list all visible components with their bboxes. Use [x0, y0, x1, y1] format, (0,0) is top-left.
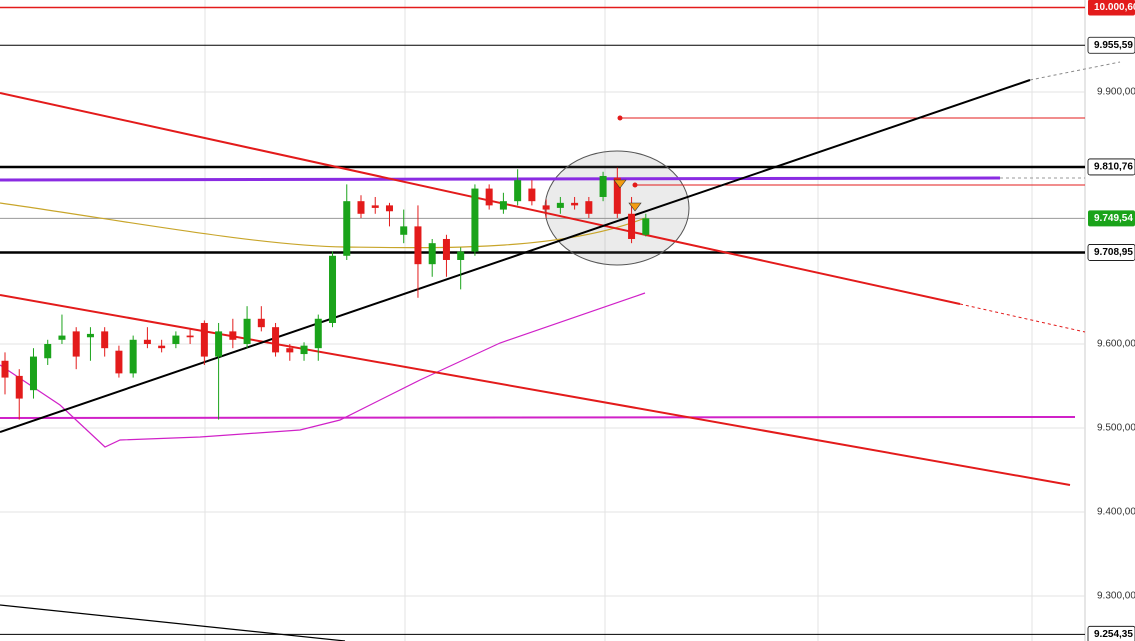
candle-body [613, 177, 621, 214]
y-tick-label: 9.300,00 [1097, 591, 1135, 602]
candle-body [400, 226, 408, 235]
candle-body [499, 201, 507, 210]
candle-body [628, 213, 636, 239]
candle-body [86, 333, 94, 338]
y-tick-label: 9.900,00 [1097, 87, 1135, 98]
candle-body [129, 339, 137, 374]
candle-body [329, 255, 337, 323]
candle-body [58, 335, 66, 340]
candle-body [471, 188, 479, 252]
grid [0, 91, 1085, 597]
price-label: 9.749,54 [1094, 213, 1133, 224]
candle-body [158, 345, 166, 349]
price-label: 9.708,95 [1094, 247, 1133, 258]
candle-body [457, 251, 465, 260]
candle-body [571, 202, 579, 206]
axis-labels: 9.300,00 9.400,00 9.500,00 9.600,00 9.900,00… [1087, 0, 1135, 641]
candles [1, 167, 650, 420]
candle-body [442, 238, 450, 260]
y-tick-label: 9.400,00 [1097, 507, 1135, 518]
candle-body [371, 205, 379, 208]
candle-body [542, 205, 550, 210]
candle-body [143, 339, 151, 344]
candle-body [300, 345, 308, 355]
price-label-box [1087, 36, 1135, 54]
candle-body [642, 218, 650, 235]
candle-body [215, 331, 223, 357]
candle-body [528, 188, 536, 202]
price-label-box [1088, 210, 1135, 227]
price-label: 9.810,76 [1094, 162, 1133, 173]
candle-body [385, 205, 393, 212]
candle-body [585, 201, 593, 214]
price-lines [0, 6, 1085, 635]
candle-body [357, 201, 365, 214]
candle-body [229, 331, 237, 340]
candle-body [485, 188, 493, 206]
price-label: 10.000,60 [1094, 2, 1135, 13]
candle-body [286, 348, 294, 353]
candle-body [257, 318, 265, 328]
candle-body [44, 343, 52, 359]
price-label-box [1087, 625, 1135, 641]
candle-body [428, 243, 436, 265]
candle-body [172, 335, 180, 344]
candle-body [115, 350, 123, 374]
price-label: 9.254,35 [1094, 629, 1133, 640]
candle-body [314, 318, 322, 349]
price-label: 9.955,59 [1094, 40, 1133, 51]
candle-body [15, 375, 23, 399]
candle-body [29, 356, 37, 391]
y-tick-label: 9.600,00 [1097, 339, 1135, 350]
candle-body [1, 360, 9, 378]
price-label-box [1087, 158, 1135, 176]
candle-body [72, 331, 80, 357]
candle-body [186, 335, 194, 338]
candle-body [599, 175, 607, 197]
candle-body [414, 226, 422, 265]
drawings [0, 61, 1121, 641]
candle-body [272, 327, 280, 353]
candle-body [200, 322, 208, 357]
y-tick-label: 9.500,00 [1097, 423, 1135, 434]
candle-body [514, 180, 522, 202]
candle-body [556, 202, 564, 208]
markers [613, 179, 642, 212]
candle-body [243, 318, 251, 344]
candle-body [343, 201, 351, 256]
price-label-box [1087, 244, 1135, 261]
candle-body [101, 331, 109, 349]
price-label-box [1088, 0, 1135, 16]
